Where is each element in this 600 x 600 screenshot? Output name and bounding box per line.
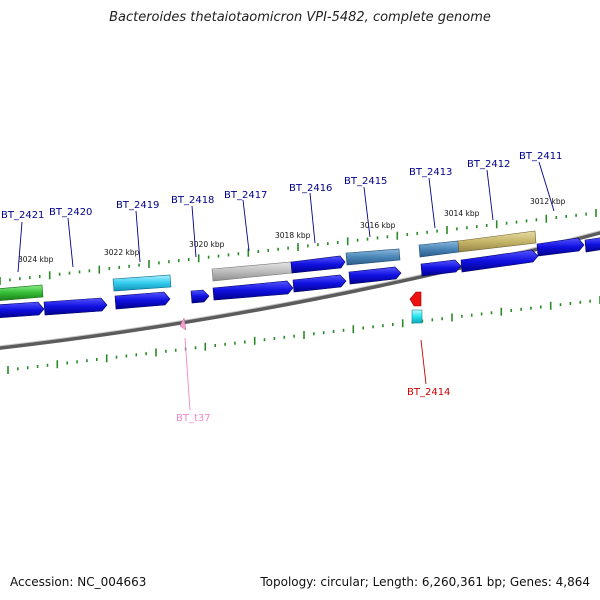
upper-scale [0,209,597,285]
leader-lines [17,161,555,411]
gene-label-bt-2414[interactable]: BT_2414 [407,387,450,398]
genome-backbone-highlight [0,230,600,347]
cds-arrow[interactable] [584,237,600,253]
gene-label-bt-2420[interactable]: BT_2420 [49,207,92,218]
feature-khaki-band[interactable] [457,230,537,253]
feature-cyan-small[interactable] [411,309,423,324]
gene-label-bt-2417[interactable]: BT_2417 [224,190,267,201]
gene-label-bt-2415[interactable]: BT_2415 [344,176,387,187]
lower-scale [7,296,600,374]
feature-green-band[interactable] [0,284,44,301]
accession-text: Accession: NC_004663 [10,575,147,589]
feature-steel-band-2[interactable] [418,240,460,258]
cds-arrow[interactable] [43,297,108,316]
feature-cyan-band[interactable] [112,274,172,292]
gene-label-bt-2418[interactable]: BT_2418 [171,195,214,206]
gene-label-bt-2421[interactable]: BT_2421 [1,210,44,221]
kbp-label-3024: 3024 kbp [18,255,54,264]
feature-gray-band[interactable] [211,261,293,282]
cds-arrow[interactable] [292,274,347,293]
map-title: Bacteroides thetaiotaomicron VPI-5482, c… [109,10,491,25]
gene-label-bt-2419[interactable]: BT_2419 [116,200,159,211]
cds-arrow[interactable] [190,289,210,304]
cds-arrow[interactable] [290,255,346,274]
cds-arrow[interactable] [460,249,539,273]
kbp-label-3012: 3012 kbp [530,197,566,206]
cds-arrow[interactable] [212,280,294,301]
trna-bt-t37-shape[interactable] [179,317,187,331]
cds-arrow[interactable] [536,237,585,257]
genome-summary-text: Topology: circular; Length: 6,260,361 bp… [260,575,590,589]
gene-label-bt-2416[interactable]: BT_2416 [289,183,332,194]
cds-arrow[interactable] [420,259,462,277]
cds-arrow[interactable] [348,266,402,285]
cds-arrow[interactable] [0,301,45,318]
kbp-label-3016: 3016 kbp [360,221,396,230]
cds-arrow[interactable] [114,291,171,310]
gene-label-bt-2412[interactable]: BT_2412 [467,159,510,170]
gene-label-bt-t37[interactable]: BT_t37 [176,413,211,424]
gene-label-bt-2411[interactable]: BT_2411 [519,151,562,162]
kbp-label-3014: 3014 kbp [444,209,480,218]
kbp-label-3020: 3020 kbp [189,240,225,249]
gene-bt-2414-shape[interactable] [409,291,422,307]
kbp-label-3018: 3018 kbp [275,231,311,240]
gene-label-bt-2413[interactable]: BT_2413 [409,167,452,178]
feature-steel-band[interactable] [345,248,401,266]
kbp-label-3022: 3022 kbp [104,248,140,257]
